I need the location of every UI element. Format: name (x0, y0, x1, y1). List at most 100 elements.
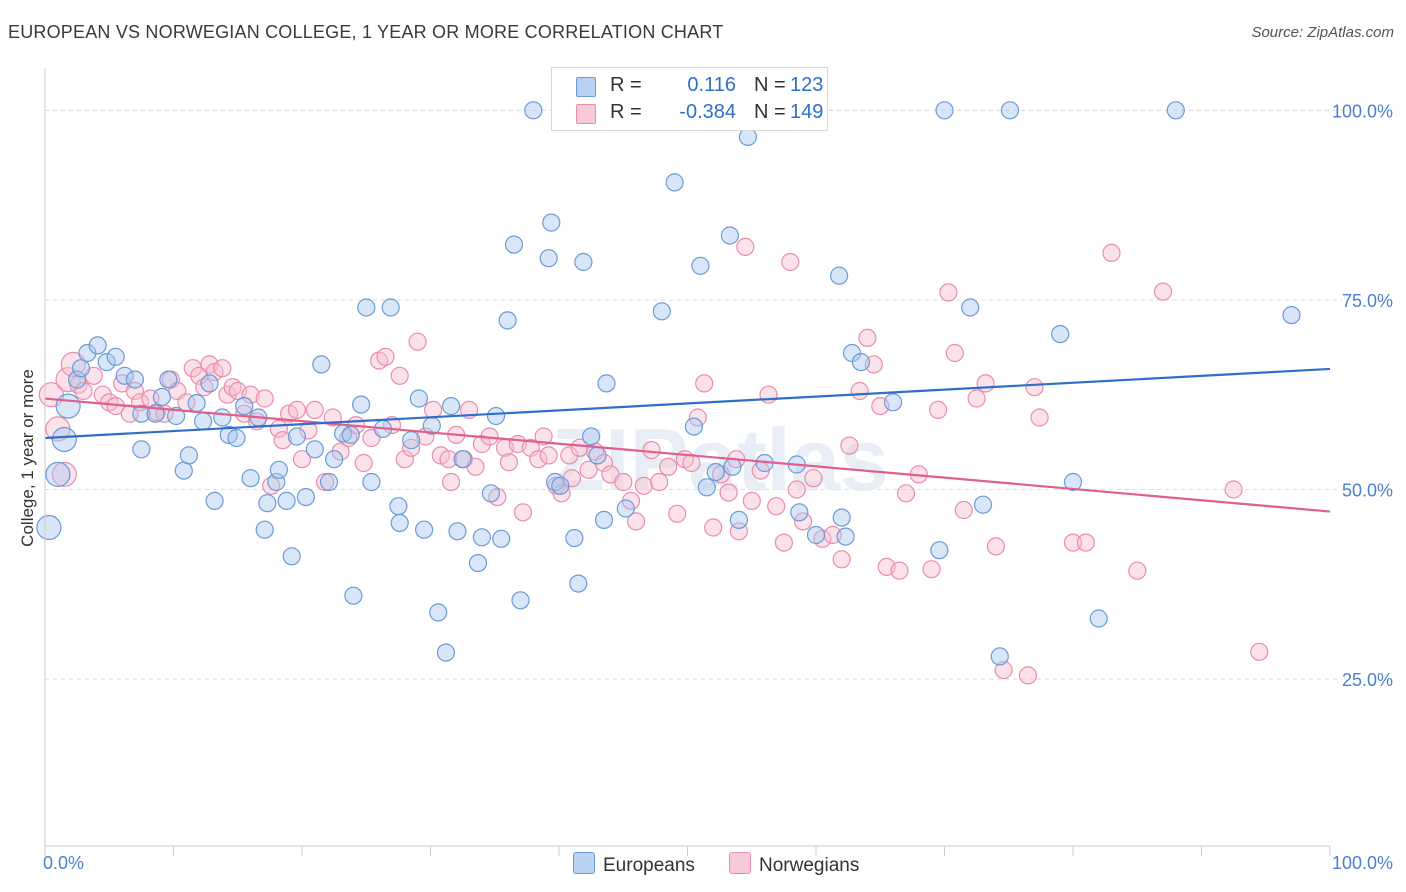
norwegian-point (1250, 642, 1269, 661)
legend-europeans-label: Europeans (603, 855, 695, 876)
norwegian-point (390, 366, 409, 385)
european-point (78, 343, 97, 363)
norwegian-point (442, 472, 461, 492)
european-point (729, 510, 749, 530)
norwegian-point (241, 385, 260, 404)
european-point (990, 647, 1009, 666)
european-point (258, 494, 277, 513)
norwegian-point (74, 381, 93, 401)
norwegian-point (939, 283, 958, 302)
european-point (883, 393, 903, 412)
european-point (51, 426, 77, 453)
y-tick-label: 100.0% (1332, 101, 1393, 121)
norwegian-point (986, 537, 1006, 556)
norwegian-point (858, 328, 877, 347)
european-point (498, 311, 517, 330)
european-point (790, 503, 809, 522)
european-point (205, 491, 224, 510)
n-value: 123 (790, 74, 824, 96)
n-label: N = (754, 101, 786, 123)
european-point (453, 450, 472, 469)
european-point (1051, 325, 1070, 344)
european-point (305, 440, 324, 459)
legend-europeans: Europeans (573, 852, 695, 877)
legend-norwegians: Norwegians (729, 852, 859, 877)
european-point (684, 417, 704, 436)
european-point (132, 440, 151, 459)
norwegian-point (922, 560, 941, 579)
chart-source: Source: ZipAtlas.com (1251, 24, 1394, 41)
european-point (159, 370, 178, 389)
european-point (235, 397, 254, 416)
norwegian-point (213, 359, 232, 378)
european-point (597, 374, 616, 393)
european-point (429, 603, 448, 622)
european-point (836, 527, 855, 546)
european-point (227, 428, 246, 448)
norwegian-point (614, 472, 633, 492)
norwegian-point (668, 504, 687, 523)
norwegian-trendline (44, 397, 1331, 513)
norwegian-point (273, 431, 292, 450)
european-point (125, 370, 144, 389)
europeans-points (36, 101, 1301, 666)
norwegian-point (781, 252, 800, 272)
european-point (194, 412, 213, 431)
y-tick-label: 75.0% (1342, 291, 1393, 311)
r-value: -0.384 (679, 101, 736, 123)
european-point (935, 101, 954, 120)
european-point (277, 491, 296, 510)
european-point (930, 541, 949, 560)
european-point (312, 355, 331, 374)
norwegian-point (395, 450, 414, 469)
european-point (415, 520, 434, 539)
european-point (167, 406, 186, 426)
norwegian-point (513, 503, 533, 522)
n-value: 149 (790, 101, 824, 123)
european-point (720, 226, 740, 245)
norwegian-point (1153, 282, 1173, 301)
european-point (115, 366, 134, 385)
europeans-swatch (576, 77, 596, 97)
european-point (829, 266, 849, 285)
norwegian-point (742, 491, 761, 510)
norwegian-point (840, 436, 859, 455)
norwegian-point (850, 381, 869, 401)
norwegian-point (529, 450, 548, 469)
norwegian-point (896, 484, 916, 503)
european-point (287, 427, 306, 446)
european-point (45, 461, 71, 487)
norwegian-point (688, 408, 707, 427)
european-point (472, 528, 491, 547)
norwegian-point (594, 453, 614, 473)
european-point (569, 574, 588, 593)
european-point (296, 488, 315, 507)
norwegian-point (1128, 561, 1147, 580)
european-point (132, 404, 151, 423)
european-point (565, 528, 584, 548)
correlation-legend: R = 0.116 N = 123 R = -0.384 N = 149 (551, 67, 828, 131)
european-point (1000, 101, 1020, 120)
european-point (652, 302, 671, 321)
european-point (468, 553, 488, 573)
europeans-swatch (573, 852, 595, 874)
norwegian-point (305, 400, 324, 419)
european-point (255, 520, 274, 539)
european-point (581, 427, 601, 446)
norwegian-point (626, 512, 646, 531)
norwegian-point (804, 469, 823, 488)
norwegian-point (659, 457, 678, 476)
norwegian-point (634, 476, 653, 495)
european-point (492, 529, 511, 548)
norwegian-point (832, 550, 851, 569)
european-point (325, 450, 344, 469)
european-point (241, 469, 260, 488)
european-point (282, 547, 301, 566)
norwegian-point (642, 441, 661, 460)
european-point (697, 478, 716, 497)
norwegian-point (292, 450, 312, 469)
r-label: R = (610, 101, 642, 123)
norwegian-point (376, 347, 395, 366)
norwegian-point (539, 446, 558, 465)
norwegians-swatch (729, 852, 751, 874)
